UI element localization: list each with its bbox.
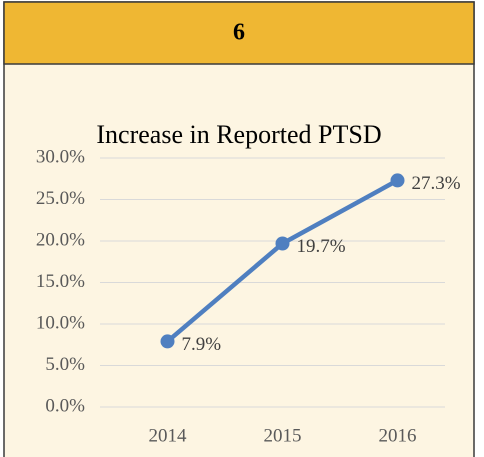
y-tick-label: 25.0% xyxy=(36,188,85,209)
point xyxy=(390,173,405,188)
data-label: 7.9% xyxy=(182,334,222,355)
point xyxy=(160,334,175,349)
x-tick-label: 2014 xyxy=(149,425,188,446)
y-tick-label: 10.0% xyxy=(36,312,85,333)
x-tick-label: 2016 xyxy=(379,425,417,446)
y-tick-label: 15.0% xyxy=(36,271,85,292)
card-body xyxy=(3,1,475,457)
header-title: 6 xyxy=(233,20,245,46)
card-header xyxy=(3,1,475,65)
data-label: 19.7% xyxy=(297,236,346,257)
chart-title: Increase in Reported PTSD xyxy=(96,120,381,149)
y-tick-label: 0.0% xyxy=(45,395,85,416)
y-tick-label: 20.0% xyxy=(36,229,85,250)
data-label: 27.3% xyxy=(412,173,461,194)
x-tick-label: 2015 xyxy=(264,425,302,446)
y-tick-label: 5.0% xyxy=(45,354,85,375)
y-tick-label: 30.0% xyxy=(36,146,85,167)
point xyxy=(275,236,290,251)
